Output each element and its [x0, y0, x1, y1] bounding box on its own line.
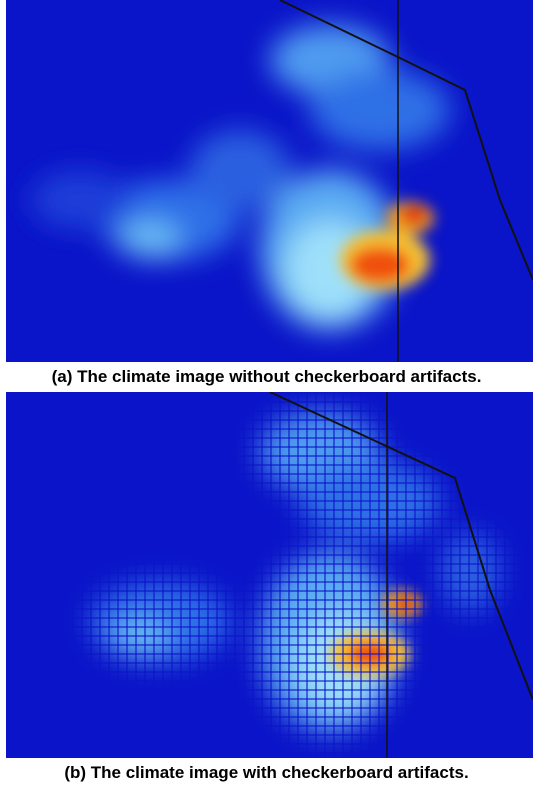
- caption-a: (a) The climate image without checkerboa…: [0, 367, 533, 387]
- climate-image-b: [0, 392, 533, 758]
- caption-b: (b) The climate image with checkerboard …: [0, 763, 533, 783]
- page: (a) The climate image without checkerboa…: [0, 0, 533, 785]
- climate-image-a: [0, 0, 533, 362]
